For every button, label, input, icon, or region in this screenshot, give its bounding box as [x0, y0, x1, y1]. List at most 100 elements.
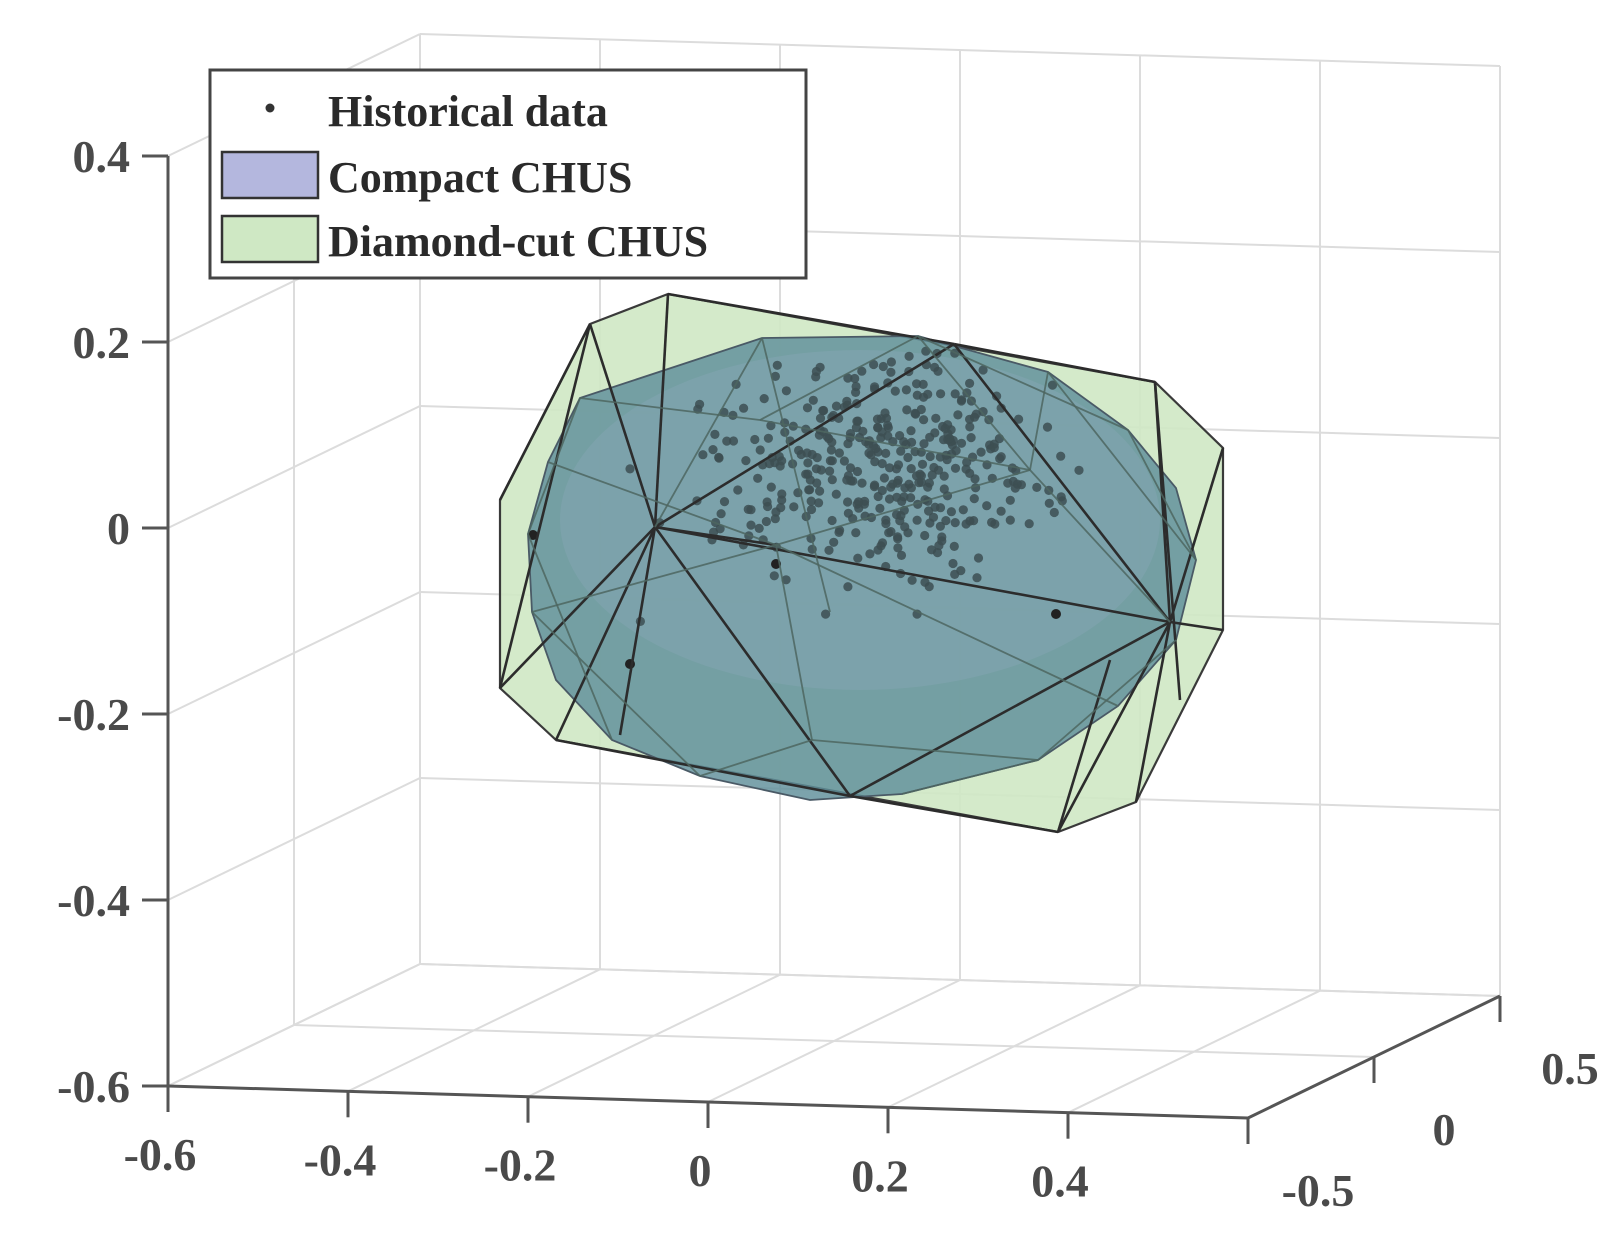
- data-point: [750, 434, 760, 445]
- data-point: [893, 534, 903, 544]
- data-point: [710, 429, 720, 439]
- data-point: [965, 468, 975, 478]
- data-point: [802, 403, 813, 413]
- data-point: [761, 516, 772, 527]
- data-point: [843, 497, 853, 507]
- data-point: [989, 443, 999, 453]
- data-point: [896, 446, 906, 456]
- data-point: [814, 498, 824, 508]
- data-point: [770, 514, 780, 524]
- data-point: [1005, 515, 1015, 525]
- data-point: [870, 480, 880, 490]
- data-point: [835, 525, 845, 535]
- z-tick-label-0: -0.6: [57, 1061, 130, 1112]
- hull-edge-1: [653, 293, 670, 528]
- data-point: [996, 506, 1006, 516]
- data-point: [886, 527, 896, 537]
- data-point: [827, 475, 837, 485]
- data-point: [995, 454, 1005, 464]
- data-point: [876, 541, 886, 551]
- data-point: [719, 497, 730, 507]
- data-point: [873, 422, 883, 432]
- inner-facet-4: [1029, 469, 1171, 623]
- data-point: [754, 523, 764, 534]
- data-point: [907, 575, 917, 585]
- data-point: [935, 521, 946, 531]
- data-point: [845, 463, 856, 473]
- data-point: [969, 494, 979, 504]
- data-point: [950, 518, 960, 528]
- legend-swatch-diamond-cut-chus: [220, 214, 320, 264]
- data-point: [1032, 482, 1042, 492]
- data-point: [759, 394, 769, 404]
- data-point: [978, 407, 988, 417]
- z-tick-label-5: 0.4: [73, 131, 131, 182]
- grid-line-z-back-5: [419, 33, 1501, 67]
- data-point: [825, 456, 836, 466]
- data-point: [939, 471, 949, 481]
- data-point: [1005, 495, 1015, 505]
- hull-edge-4: [654, 342, 955, 529]
- inner-facet-18: [531, 611, 701, 777]
- hull-edge-5: [667, 292, 955, 346]
- data-point: [950, 569, 960, 580]
- data-point: [708, 445, 718, 455]
- data-point: [885, 463, 895, 473]
- data-point: [923, 389, 933, 399]
- data-point: [831, 489, 841, 499]
- data-point: [958, 505, 968, 515]
- data-point: [853, 553, 863, 563]
- legend-label-diamond-cut-chus: Diamond-cut CHUS: [328, 217, 708, 266]
- data-point: [892, 509, 902, 520]
- data-point: [857, 366, 867, 376]
- data-point: [827, 515, 837, 526]
- inner-facet-20: [1037, 639, 1177, 761]
- data-point: [755, 445, 765, 455]
- data-point: [890, 386, 900, 396]
- y-tick-label-0: -0.5: [1282, 1165, 1355, 1216]
- data-point: [808, 395, 818, 405]
- data-point: [949, 541, 959, 552]
- data-point: [806, 496, 816, 506]
- data-point: [1014, 414, 1024, 424]
- data-point: [1074, 465, 1084, 475]
- data-point: [927, 470, 937, 480]
- inner-facet-13: [699, 739, 813, 777]
- hull-edge-8: [654, 525, 1171, 624]
- data-point: [871, 443, 881, 454]
- data-point: [819, 405, 829, 416]
- data-point: [886, 367, 896, 377]
- grid-line-y-floor-1: [293, 1024, 1375, 1058]
- data-point: [853, 497, 864, 507]
- data-point: [902, 405, 912, 415]
- data-point: [925, 432, 935, 442]
- y-tick-label-1: 0: [1433, 1104, 1456, 1155]
- data-point: [924, 582, 934, 592]
- data-point: [815, 486, 825, 496]
- data-point: [763, 501, 773, 512]
- data-point: [851, 528, 861, 538]
- data-point: [904, 351, 914, 361]
- data-point: [916, 404, 926, 415]
- z-tick-label-3: 0: [107, 503, 130, 554]
- data-point: [937, 536, 947, 546]
- data-point: [781, 386, 792, 396]
- data-point: [990, 519, 1000, 529]
- inner-facet-17: [527, 533, 613, 741]
- data-point: [1049, 507, 1059, 518]
- inner-facet-3: [1029, 371, 1049, 471]
- inner-facet-16: [1047, 371, 1197, 561]
- data-point: [857, 478, 867, 488]
- data-point: [1010, 483, 1020, 493]
- data-point: [805, 485, 815, 495]
- data-point: [925, 451, 935, 462]
- historical-data-points: [528, 346, 1084, 669]
- inner-facet-19: [901, 759, 1039, 795]
- data-point-extreme-0: [528, 530, 538, 540]
- data-point: [763, 433, 774, 443]
- x-tick-label-1: -0.4: [304, 1134, 377, 1185]
- data-point: [933, 366, 943, 376]
- data-point: [893, 543, 903, 553]
- data-point: [827, 437, 837, 447]
- x-tick-label-2: -0.2: [484, 1140, 557, 1191]
